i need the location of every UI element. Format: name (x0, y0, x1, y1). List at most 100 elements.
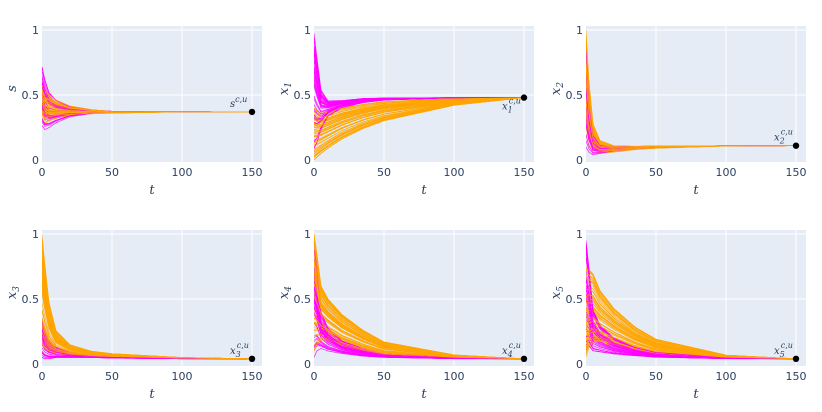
trajectory-line (314, 243, 525, 360)
x-axis-title: t (149, 387, 155, 402)
x-tick-label: 100 (444, 166, 465, 179)
trajectory-line (314, 97, 525, 160)
trajectory-line (314, 97, 524, 121)
x-tick-label: 100 (172, 370, 193, 383)
y-tick-label: 1 (32, 24, 39, 37)
trajectory-line (314, 97, 525, 126)
trajectory-line (42, 92, 252, 113)
trajectories (586, 240, 797, 360)
equilibrium-label-superscript: c,u (781, 128, 793, 137)
equilibrium-label-superscript: c,u (237, 341, 249, 350)
x-tick-label: 50 (377, 166, 391, 179)
equilibrium-label-superscript: c,u (235, 95, 247, 104)
equilibrium-label-subscript: 3 (236, 350, 241, 359)
trajectories (42, 235, 253, 360)
y-tick-label: 1 (304, 228, 311, 241)
equilibrium-point (792, 142, 800, 149)
trajectory-line (42, 352, 252, 360)
x-tick-label: 150 (514, 370, 535, 383)
y-axis-title: x2 (549, 82, 566, 95)
y-tick-label: 0.5 (566, 89, 584, 102)
y-axis-title: x5 (549, 286, 566, 299)
x-tick-label: 100 (716, 166, 737, 179)
y-axis-title: s (5, 85, 20, 92)
plot-background (42, 26, 262, 162)
equilibrium-point (520, 94, 528, 101)
trajectory-line (314, 317, 525, 360)
trajectory-line (586, 288, 797, 360)
plot-background (586, 26, 806, 162)
trajectory-line (314, 97, 525, 137)
x-tick-label: 150 (786, 166, 807, 179)
equilibrium-label-superscript: c,u (781, 341, 793, 350)
equilibrium-point (520, 355, 528, 362)
y-axis-title-subscript: 2 (556, 82, 566, 89)
y-axis-title: x1 (277, 82, 294, 95)
x-axis-title: t (421, 387, 427, 402)
y-tick-label: 0.5 (294, 293, 312, 306)
plot-background (314, 26, 534, 162)
trajectories (42, 66, 252, 131)
x-tick-label: 150 (242, 370, 263, 383)
x-tick-label: 50 (105, 166, 119, 179)
y-tick-label: 0 (32, 358, 39, 371)
trajectory-line (586, 339, 796, 360)
trajectory-line (42, 326, 252, 360)
trajectory-line (586, 289, 796, 360)
y-tick-label: 1 (304, 24, 311, 37)
y-tick-label: 0.5 (294, 89, 312, 102)
x-axis-title: t (421, 183, 427, 198)
equilibrium-point (248, 108, 256, 116)
y-tick-label: 0 (576, 358, 583, 371)
x-tick-label: 150 (514, 166, 535, 179)
trajectory-line (314, 282, 525, 360)
trajectory-line (314, 97, 525, 157)
equilibrium-label-subscript: 2 (779, 137, 785, 146)
x-tick-label: 0 (583, 166, 590, 179)
trajectories (314, 233, 525, 360)
y-tick-label: 0 (304, 154, 311, 167)
equilibrium-label-superscript: c,u (509, 341, 521, 350)
x-tick-label: 50 (105, 370, 119, 383)
trajectory-line (586, 60, 796, 149)
plot-background (42, 230, 262, 366)
equilibrium-label-subscript: 4 (507, 350, 513, 359)
y-axis-title-subscript: 5 (556, 286, 566, 292)
x-axis-title: t (693, 387, 699, 402)
x-tick-label: 0 (39, 370, 46, 383)
trajectory-line (314, 97, 525, 143)
y-tick-label: 0 (32, 154, 39, 167)
x-tick-label: 100 (716, 370, 737, 383)
y-tick-label: 0 (304, 358, 311, 371)
x-tick-label: 150 (242, 166, 263, 179)
equilibrium-label-superscript: c,u (509, 97, 521, 106)
y-tick-label: 0.5 (22, 89, 40, 102)
x-tick-label: 50 (649, 370, 663, 383)
equilibrium-label-subscript: 1 (508, 106, 513, 115)
trajectory-line (586, 321, 797, 360)
x-tick-label: 100 (444, 370, 465, 383)
x-tick-label: 50 (649, 166, 663, 179)
equilibrium-point (792, 355, 800, 362)
y-axis-title-subscript: 4 (284, 286, 294, 293)
y-axis-title-subscript: 3 (12, 286, 22, 292)
y-tick-label: 0 (576, 154, 583, 167)
y-tick-label: 1 (576, 228, 583, 241)
y-tick-label: 0.5 (566, 293, 584, 306)
x-tick-label: 50 (377, 370, 391, 383)
trajectory-line (314, 293, 524, 360)
trajectories (586, 29, 796, 156)
y-tick-label: 1 (576, 24, 583, 37)
y-axis-title: x3 (5, 286, 22, 299)
trajectory-line (314, 97, 525, 119)
x-tick-label: 0 (39, 166, 46, 179)
x-tick-label: 150 (786, 370, 807, 383)
trajectory-line (586, 273, 797, 360)
